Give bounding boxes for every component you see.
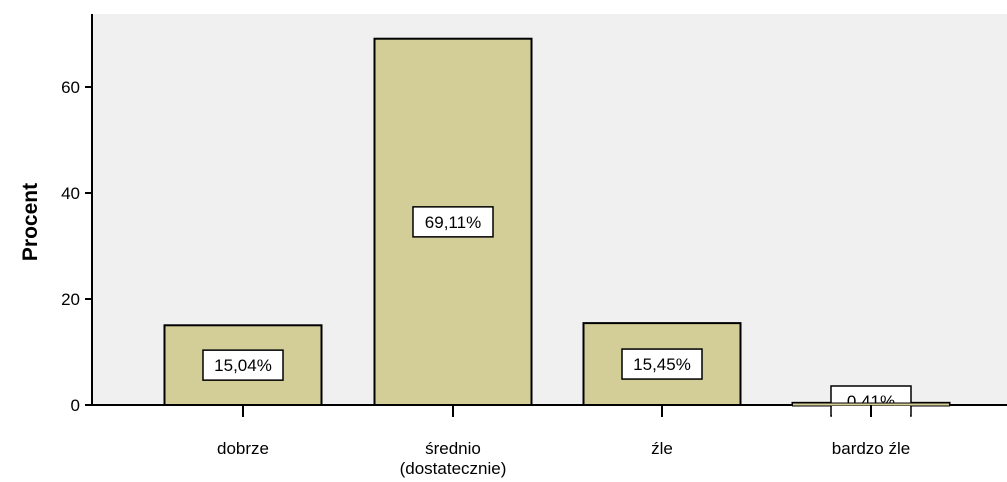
x-tick-labels: dobrze średnio (dostatecznie) źle bardzo źle: [217, 405, 910, 478]
y-tick-labels: 0 20 40 60: [61, 78, 92, 415]
x-tick-label: bardzo źle: [832, 439, 910, 458]
data-label: 69,11%: [425, 213, 481, 232]
data-label: 15,45%: [633, 355, 691, 374]
x-tick-label: średnio (dostatecznie): [400, 439, 507, 478]
y-tick-label: 60: [61, 78, 80, 97]
y-tick-label: 0: [71, 396, 80, 415]
data-labels: 15,04%69,11%15,45%0,41%: [92, 206, 1007, 418]
x-tick-label: dobrze: [217, 439, 269, 458]
data-label-box: [412, 206, 494, 238]
bars: [163, 37, 951, 406]
y-axis-title: Procent: [19, 183, 42, 261]
y-tick-label: 20: [61, 290, 80, 309]
y-tick-label: 40: [61, 184, 80, 203]
x-tick-label: źle: [651, 439, 673, 458]
data-label-box: [202, 349, 284, 381]
data-label-box: [621, 348, 703, 380]
data-label: 15,04%: [214, 356, 272, 375]
